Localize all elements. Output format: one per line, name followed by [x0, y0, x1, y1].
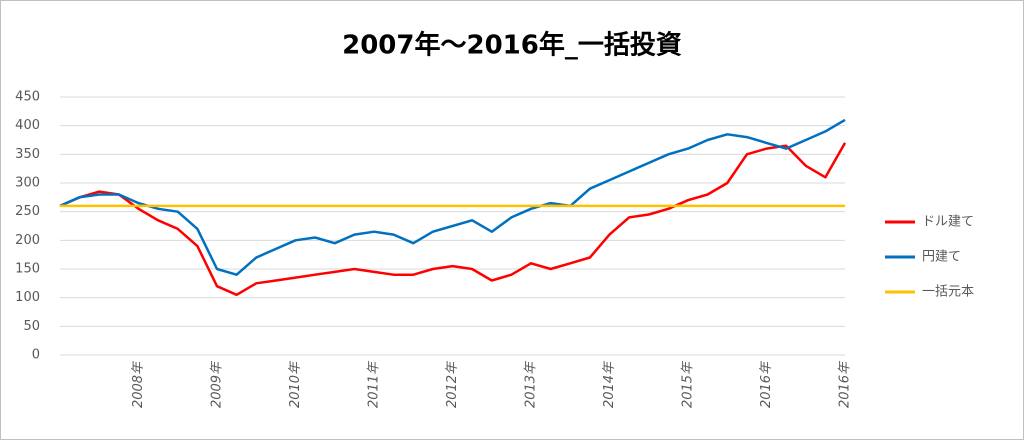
x-tick-label: 2015年 [681, 360, 696, 408]
y-tick-label: 450 [15, 90, 40, 105]
x-tick-label: 2013年 [524, 360, 539, 408]
y-tick-label: 0 [32, 348, 40, 363]
x-tick-label: 2016年 [838, 360, 853, 408]
chart-title: 2007年〜2016年_一括投資 [342, 30, 682, 61]
y-tick-label: 150 [15, 262, 40, 277]
x-tick-label: 2016年 [759, 360, 774, 408]
y-tick-label: 50 [23, 319, 40, 334]
y-tick-label: 350 [15, 147, 40, 162]
legend-label: 円建て [922, 250, 961, 265]
x-tick-label: 2012年 [445, 360, 460, 408]
y-tick-label: 400 [15, 118, 40, 133]
legend-label: ドル建て [922, 215, 974, 230]
x-tick-label: 2009年 [210, 360, 225, 408]
x-tick-label: 2010年 [288, 360, 303, 408]
y-tick-label: 300 [15, 176, 40, 191]
y-tick-label: 250 [15, 204, 40, 219]
series-line [59, 142, 847, 297]
x-tick-label: 2008年 [131, 360, 146, 408]
legend-label: 一括元本 [922, 285, 974, 300]
y-tick-label: 200 [15, 233, 40, 248]
y-tick-label: 100 [15, 290, 40, 305]
x-tick-label: 2014年 [602, 360, 617, 408]
series-line [59, 118, 846, 276]
x-tick-label: 2011年 [367, 360, 382, 408]
